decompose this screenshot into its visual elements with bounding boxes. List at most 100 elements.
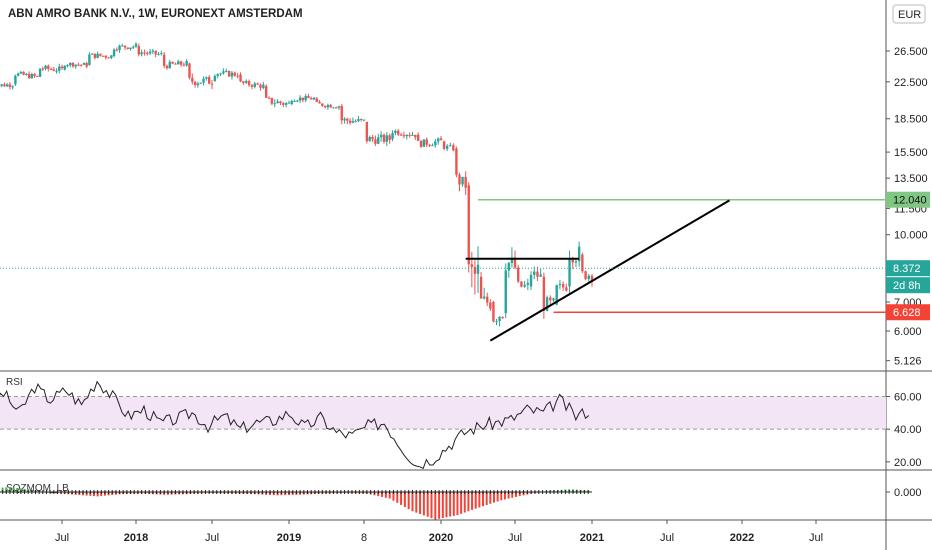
candle [96,51,99,59]
candle [27,71,31,79]
candle [307,93,310,99]
time-tick-label: 2022 [730,532,754,544]
sqzmom-bar [503,492,506,500]
candle [362,119,366,122]
time-tick-label: Jul [660,532,674,544]
sqzmom-bar [377,492,380,497]
sqzmom-bar [422,492,425,516]
candle [82,62,86,65]
candle [199,82,202,84]
candle [160,50,163,56]
candle [165,64,169,70]
candle [202,76,205,86]
candle [326,103,330,110]
candle [154,50,157,58]
candle [179,60,183,67]
candle [69,62,72,68]
candle [191,73,194,85]
candle [510,247,514,268]
candle [354,119,357,123]
candle [115,47,119,52]
candle [0,84,3,88]
candle [90,53,94,55]
rsi-band [0,396,886,430]
sqzmom-bar [8,487,11,492]
sqzmom-bar [460,492,463,514]
candle [282,102,285,108]
candle [523,280,526,288]
currency-button[interactable]: EUR [892,4,926,24]
candle [422,139,426,147]
sqzmom-bar [96,492,99,497]
candle [382,133,386,144]
candle [293,99,296,103]
candle [264,84,268,99]
candle [104,55,108,60]
candle [74,64,77,69]
price-tick-label: 26.500 [894,46,928,58]
sqzmom-bar [485,492,488,506]
candle [267,96,271,99]
candle [250,84,254,90]
candle [11,85,14,90]
candle [399,132,403,136]
sqzmom-bar [478,492,481,508]
candle [30,72,34,79]
badge-resistance-label: 12.040 [893,195,927,207]
candle [85,61,88,69]
candle [561,281,565,291]
candle [346,117,349,125]
badge-resistance: 12.040 [886,191,930,208]
candle [123,45,127,51]
sqzmom-bar [492,492,495,503]
candle [262,81,265,90]
candle [101,55,105,57]
candle [239,72,242,83]
candle [517,264,520,283]
candle [391,130,394,142]
time-tick-label: 2019 [277,532,301,544]
sqzmom-bar [396,492,399,503]
candle [205,76,208,81]
candle [467,182,470,273]
candle [335,106,338,109]
candle [49,67,53,71]
sqzmom-bar [426,492,429,517]
candle [25,72,28,76]
candle [377,133,380,145]
trend-line[interactable] [489,199,731,342]
candle [77,62,80,67]
candle [134,42,138,48]
sqzmom-bar [514,492,517,497]
candle [501,316,504,320]
badge-support: 6.628 [886,304,930,321]
candle [343,117,346,124]
candle [273,99,276,108]
badge-current-price: 8.372 [886,260,930,277]
candle [397,129,400,136]
candle [461,176,464,187]
candle [222,68,225,75]
candle [171,61,174,65]
candle [225,68,228,73]
candle [22,71,25,76]
candle [301,97,305,103]
sqzmom-bar [467,492,470,512]
candle [162,51,166,69]
candle [337,105,341,111]
rsi-tick-label: 20.00 [894,457,922,469]
chart-title: ABN AMRO BANK N.V., 1W, EURONEXT AMSTERD… [8,8,303,20]
candle [470,251,474,288]
candle [340,103,343,125]
sqzmom-bar [500,492,503,501]
candle [416,132,420,141]
candle [323,105,327,109]
candle [414,134,417,140]
price-tick-label: 5.126 [894,356,922,368]
candle [425,137,428,148]
time-tick-label: Jul [508,532,522,544]
candle [8,81,12,90]
candle [545,295,549,312]
